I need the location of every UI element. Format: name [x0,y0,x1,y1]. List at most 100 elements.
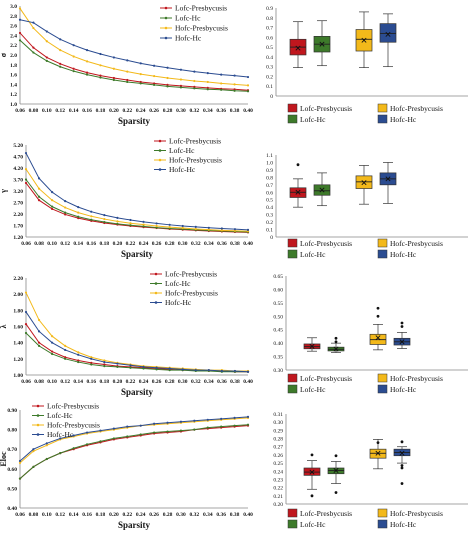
x-tick-label: 0.24 [136,512,146,518]
x-tick-label: 0.24 [139,379,149,385]
data-point [18,477,22,480]
x-tick-label: 0.20 [109,512,119,518]
data-point [142,223,145,226]
data-point [153,83,156,86]
mean-marker [361,180,367,186]
series-line [25,179,249,233]
x-tick-label: 0.08 [34,241,44,247]
data-point [85,60,89,63]
outlier-point [400,325,404,328]
data-point [99,52,102,56]
series-line [25,323,248,373]
data-point [103,363,106,366]
x-tick-label: 0.26 [149,512,159,518]
y-tick-label: 1.6 [10,73,17,79]
data-point [168,226,171,229]
x-tick-label: 0.08 [29,108,39,114]
panel-row4-line: 0.40 0.50 0.60 0.70 0.80 0.90 0.06 0.08 0.10 0.12… [0,400,262,535]
data-point [246,228,250,231]
data-point [64,211,67,214]
legend-label: Lofc-Presbycusis [169,137,221,146]
outlier-point [334,340,338,344]
chart-row4-line: 0.40 0.50 0.60 0.70 0.80 0.90 0.06 0.08 0.10 0.12… [0,402,253,531]
data-point [59,62,62,65]
legend-label: Hofc-Hc [390,250,417,259]
data-point [126,435,129,438]
data-point [45,444,48,447]
data-point [220,417,223,420]
legend-swatch [377,508,388,518]
y-tick-label: 0.24 [273,469,283,475]
data-point [32,51,35,54]
y-tick-label: 0.80 [7,428,17,434]
outlier-point [400,464,404,467]
data-point [18,18,22,21]
panel-row2-box: 0 0.1 0.2 0.3 0.4 0.5 0.6 0.7 0.8 0.9 1.0 1.1 Lofc-P… [262,135,474,270]
legend-marker [164,36,168,40]
mean-marker [295,45,301,51]
data-point [155,368,158,371]
legend-label: Hofc-Hc [175,34,202,43]
x-tick-label: 0.34 [204,241,214,247]
data-point [220,88,223,91]
x-tick-label: 0.32 [190,512,200,518]
x-tick-label: 0.24 [136,108,146,114]
data-point [166,430,169,433]
data-point [51,207,54,211]
data-point [64,356,67,359]
legend-marker [36,423,40,427]
data-point [153,74,156,78]
legend-marker [158,158,162,162]
data-point [233,229,237,232]
legend-swatch [377,373,388,383]
mean-marker [399,339,405,345]
data-point [37,318,41,322]
data-point [179,68,183,71]
data-point [112,76,115,80]
x-tick-label: 0.06 [15,512,25,518]
y-tick-label: 1.00 [13,373,23,379]
data-point [246,415,250,418]
x-tick-label: 0.38 [230,108,240,114]
data-point [179,78,183,81]
legend-swatch [377,384,388,394]
legend-label: Hofc-Hc [390,115,417,124]
data-point [24,331,28,335]
legend-label: Hofc-Presbycusis [175,24,228,33]
y-tick-label: 4.70 [13,155,23,161]
legend-swatch [287,103,298,113]
legend-label: Hofc-Hc [390,385,417,394]
x-tick-label: 0.06 [21,379,31,385]
data-point [90,218,93,221]
data-point [72,67,75,70]
data-point [90,210,93,213]
data-point [18,459,22,463]
y-tick-label: 0.31 [273,412,283,418]
x-tick-label: 0.12 [60,379,70,385]
legend-label: Hofc-Hc [169,165,196,174]
y-tick-label: 0.30 [273,420,283,426]
x-tick-label: 0.38 [230,512,240,518]
chart-row4-box: 0.20 0.21 0.22 0.23 0.24 0.25 0.26 0.27 0.28 0.29… [273,412,468,529]
x-tick-label: 0.16 [82,512,92,518]
x-tick-label: 0.26 [149,108,159,114]
data-point [37,344,41,347]
data-point [206,418,209,421]
chart-row3-line: 1.00 1.20 1.40 1.60 1.80 2.00 2.20 0.06 0.08 0.10… [0,270,253,398]
x-tick-label: 0.30 [178,241,188,247]
y-tick-label: 0.8 [266,175,273,181]
data-point [32,46,35,49]
x-tick-label: 0.22 [126,379,136,385]
series-line [25,152,249,231]
data-point [18,39,22,42]
chart-row1-line: 1.0 1.2 1.4 1.6 1.8 2.0 2.2 2.4 2.6 2.8 3.0 0.06 0.0… [0,4,253,127]
data-point [51,205,54,208]
outlier-point [334,336,338,340]
x-tick-label: 0.36 [216,108,226,114]
data-point [126,70,129,73]
y-tick-label: 1.2 [10,92,17,98]
data-point [99,440,102,443]
x-tick-label: 0.36 [217,379,227,385]
data-point [24,310,28,314]
data-point [18,461,22,465]
